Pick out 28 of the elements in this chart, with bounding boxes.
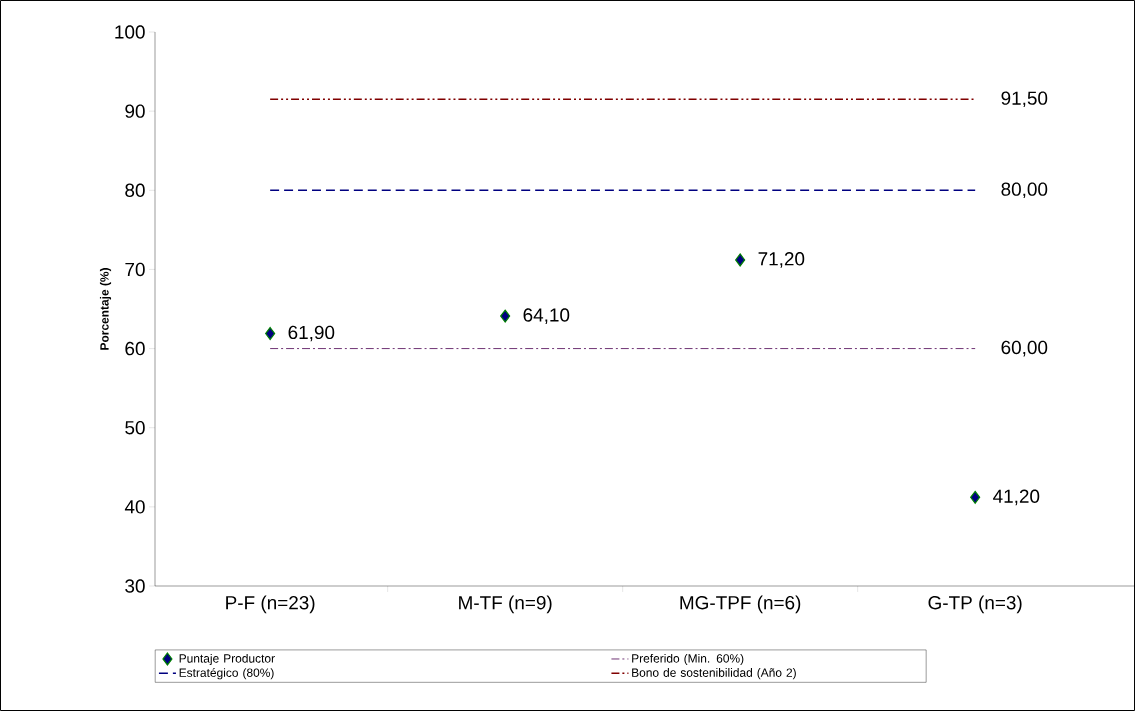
y-axis-title: Porcentaje (%)	[99, 268, 112, 350]
legend-label: Preferido (Min. 60%)	[632, 653, 744, 666]
legend-label: Puntaje Productor	[179, 653, 275, 666]
data-label: 80,00	[1001, 182, 1048, 199]
y-tick-label: 80	[125, 183, 145, 197]
y-tick-label: 50	[125, 421, 145, 435]
point	[735, 253, 746, 267]
x-tick-label: G-TP (n=3)	[928, 595, 1022, 614]
legend-label: Estratégico (80%)	[179, 668, 274, 680]
point	[500, 309, 511, 323]
y-tick-label: 100	[115, 25, 145, 39]
x-tick-label: MG-TPF (n=6)	[680, 595, 801, 614]
point	[265, 326, 276, 341]
data-label: 71,20	[758, 252, 805, 268]
legend-label: Bono de sostenibilidad (Año 2)	[632, 668, 796, 680]
data-label: 64,10	[523, 308, 570, 324]
y-tick-label: 90	[125, 104, 145, 118]
x-tick-label: P-F (n=23)	[226, 595, 315, 614]
y-tick-label: 30	[125, 579, 145, 593]
y-tick-label: 60	[125, 341, 145, 356]
y-tick-label: 40	[124, 500, 145, 514]
x-tick-label: M-TF (n=9)	[459, 595, 552, 614]
data-label: 41,20	[993, 489, 1040, 506]
data-label: 61,90	[288, 325, 335, 342]
data-label: 60,00	[1001, 340, 1048, 357]
point	[970, 490, 981, 504]
data-label: 91,50	[1001, 91, 1048, 108]
y-tick-label: 70	[125, 262, 145, 277]
